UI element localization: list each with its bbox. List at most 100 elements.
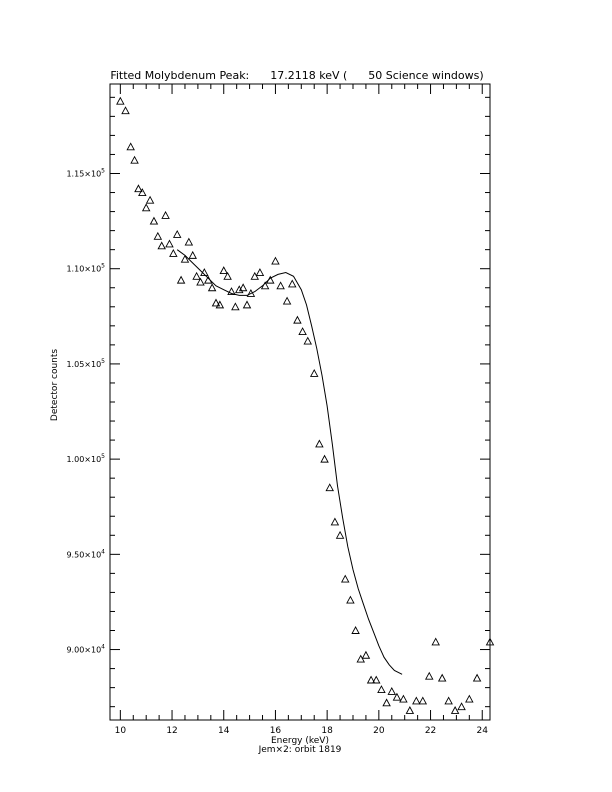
y-tick-label: 1.10×105 <box>66 263 105 274</box>
y-tick-label: 1.05×105 <box>66 358 105 369</box>
plot-frame <box>109 83 491 721</box>
data-point <box>335 530 345 539</box>
data-point <box>366 675 376 684</box>
data-point <box>172 229 182 238</box>
data-point <box>188 250 197 259</box>
data-point <box>242 300 252 309</box>
data-point <box>399 694 408 703</box>
data-point <box>121 106 130 115</box>
data-point <box>444 696 453 705</box>
data-point <box>298 327 307 335</box>
data-point <box>219 266 228 275</box>
data-point <box>303 336 313 345</box>
y-axis-tick-labels: 9.00×104 9.50×104 1.00×105 1.05×105 1.10×105… <box>66 167 105 654</box>
data-point <box>271 256 280 265</box>
data-point <box>361 650 371 659</box>
data-point <box>207 283 217 292</box>
data-point <box>176 275 186 284</box>
x-tick-label: 22 <box>425 726 436 736</box>
x-tick-label: 16 <box>270 726 282 736</box>
data-point <box>287 279 297 288</box>
data-point <box>234 285 244 294</box>
data-point <box>223 271 232 280</box>
data-point <box>134 184 143 193</box>
chart-title: Fitted Molybdenum Peak: 17.2118 keV ( 50… <box>110 69 483 82</box>
data-point <box>485 637 495 646</box>
data-point <box>184 237 194 246</box>
fit-curve <box>176 249 403 675</box>
fit-curve-layer <box>176 249 403 675</box>
data-point <box>418 696 428 705</box>
x-tick-label: 12 <box>166 726 177 736</box>
data-point <box>315 439 324 448</box>
data-point <box>116 96 125 105</box>
x-tick-label: 20 <box>373 726 385 736</box>
data-point <box>126 142 135 151</box>
data-point <box>149 216 159 225</box>
data-point <box>424 671 434 680</box>
y-axis-label: Detector counts <box>50 349 60 421</box>
data-point <box>340 574 350 583</box>
data-point <box>145 195 155 204</box>
data-point <box>196 277 205 286</box>
data-point <box>457 702 466 711</box>
data-point <box>215 300 225 309</box>
data-point <box>431 637 440 646</box>
data-point <box>382 698 391 707</box>
x-axis-tick-labels: 10 12 14 16 18 20 22 24 <box>115 726 489 736</box>
data-point <box>356 654 366 663</box>
data-point <box>351 626 360 634</box>
x-axis-ticks <box>119 84 483 720</box>
data-point <box>282 296 292 305</box>
data-point <box>372 675 381 684</box>
data-point <box>260 281 270 290</box>
data-point <box>405 706 415 714</box>
data-point <box>293 315 302 324</box>
data-point <box>309 368 319 377</box>
data-point <box>276 281 285 290</box>
data-point <box>161 210 170 219</box>
data-point <box>200 268 209 276</box>
data-point <box>320 454 329 463</box>
data-point <box>412 696 421 705</box>
data-point <box>377 685 386 693</box>
data-point <box>203 275 213 284</box>
data-point <box>250 271 260 280</box>
data-point <box>227 287 236 296</box>
data-point <box>141 203 151 212</box>
data-point <box>346 595 355 604</box>
y-tick-label: 9.50×104 <box>66 548 105 559</box>
data-point <box>211 298 221 307</box>
data-point <box>465 694 474 703</box>
data-point <box>165 239 174 248</box>
data-point <box>130 155 139 164</box>
data-point <box>231 302 240 311</box>
data-point <box>153 231 163 240</box>
data-point <box>387 686 397 695</box>
y-tick-label: 1.00×105 <box>66 453 105 464</box>
data-point <box>392 692 402 701</box>
data-point <box>437 673 447 682</box>
x-tick-label: 24 <box>477 726 489 736</box>
x-tick-label: 14 <box>218 726 230 736</box>
y-axis-ticks <box>110 96 490 708</box>
x-tick-label: 18 <box>321 726 333 736</box>
data-point <box>472 673 482 682</box>
data-point <box>266 275 275 284</box>
data-point <box>157 241 166 250</box>
data-point <box>192 271 201 280</box>
data-point <box>325 483 334 492</box>
data-point <box>330 517 340 526</box>
x-tick-label: 10 <box>115 726 127 736</box>
data-point <box>255 268 265 276</box>
y-tick-label: 9.00×104 <box>66 644 105 655</box>
footer-label: Jem×2: orbit 1819 <box>258 745 342 755</box>
data-points-layer <box>116 96 495 714</box>
y-tick-label: 1.15×105 <box>66 167 105 178</box>
data-point <box>450 706 460 714</box>
x-axis-label: Energy (keV) <box>271 736 329 746</box>
data-point <box>169 249 178 257</box>
data-point <box>246 289 256 297</box>
data-point <box>138 188 147 196</box>
